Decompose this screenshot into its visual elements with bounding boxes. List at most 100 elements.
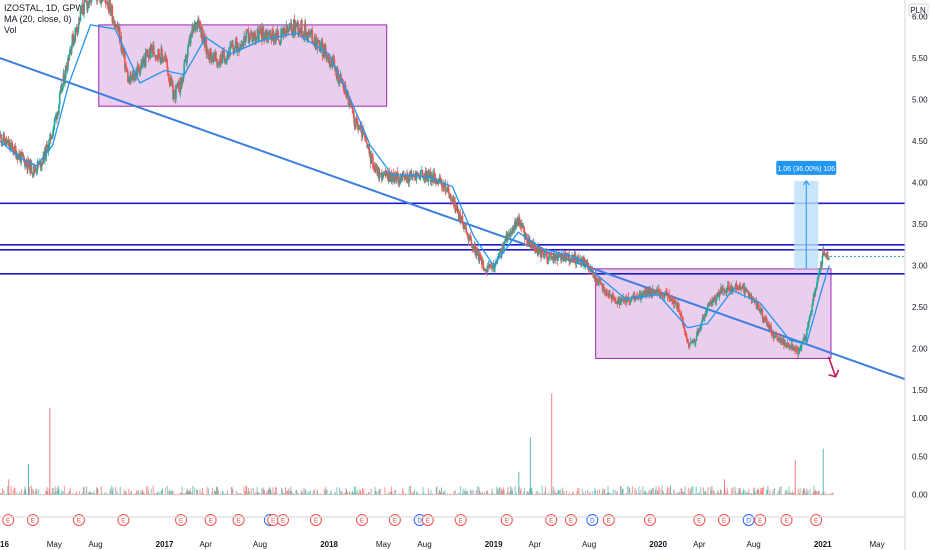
volume-bar bbox=[641, 493, 643, 495]
candle-body bbox=[3, 134, 6, 142]
candle-body bbox=[355, 117, 358, 119]
volume-bar bbox=[489, 494, 491, 496]
candle-body bbox=[554, 259, 556, 261]
volume-bar bbox=[434, 494, 436, 496]
volume-bar bbox=[379, 489, 381, 495]
volume-bar bbox=[706, 492, 708, 495]
candle-body bbox=[452, 196, 455, 206]
candle-body bbox=[726, 289, 728, 293]
volume-bar bbox=[289, 490, 291, 495]
volume-bar bbox=[67, 494, 69, 495]
candle-body bbox=[247, 31, 250, 43]
candle-body bbox=[31, 172, 34, 174]
volume-bar bbox=[547, 494, 549, 496]
candle-body bbox=[109, 0, 111, 14]
volume-bar bbox=[373, 494, 375, 495]
candle-body bbox=[700, 325, 702, 328]
symbol-legend[interactable]: IZOSTAL, 1D, GPW bbox=[4, 3, 84, 13]
volume-bar bbox=[149, 494, 151, 496]
candle-body bbox=[312, 41, 314, 43]
volume-bar bbox=[5, 493, 7, 495]
candle-body bbox=[722, 288, 724, 290]
volume-bar bbox=[538, 494, 540, 496]
volume-bar bbox=[323, 494, 325, 496]
time-tick-label: 2021 bbox=[814, 540, 832, 549]
volume-bar bbox=[427, 494, 429, 495]
volume-bar bbox=[764, 494, 766, 496]
volume-bar bbox=[157, 494, 159, 495]
candle-body bbox=[83, 0, 85, 14]
volume-bar bbox=[325, 487, 327, 495]
volume-bar bbox=[554, 492, 556, 495]
candle-body bbox=[277, 30, 279, 40]
candle-body bbox=[147, 53, 149, 57]
volume-bar bbox=[524, 493, 526, 495]
candle-body bbox=[402, 172, 405, 175]
candle-body bbox=[77, 24, 80, 33]
volume-bar bbox=[188, 490, 190, 495]
candle-body bbox=[41, 162, 43, 166]
candle-body bbox=[498, 252, 501, 254]
volume-bar bbox=[468, 494, 470, 496]
candle-body bbox=[800, 347, 802, 350]
volume-bar bbox=[795, 494, 797, 496]
volume-bar bbox=[762, 486, 764, 495]
rectangle-drawings[interactable] bbox=[98, 24, 832, 359]
volume-bar bbox=[671, 493, 673, 495]
volume-bar bbox=[743, 488, 745, 495]
volume-bar bbox=[185, 492, 187, 495]
volume-bar bbox=[462, 488, 464, 495]
volume-bar bbox=[93, 490, 95, 495]
volume-bar bbox=[175, 494, 177, 496]
volume-bar bbox=[698, 494, 700, 495]
volume-bar bbox=[623, 494, 625, 496]
volume-bar bbox=[419, 494, 421, 496]
volume-bar bbox=[381, 494, 383, 496]
volume-bar bbox=[398, 493, 400, 495]
time-tick-label: 2018 bbox=[320, 540, 338, 549]
candle-body bbox=[612, 294, 614, 296]
volume-bar bbox=[129, 494, 131, 496]
volume-bar bbox=[390, 486, 392, 495]
candle-body bbox=[205, 39, 208, 54]
down-arrow-drawing[interactable] bbox=[827, 356, 840, 378]
candle-body bbox=[466, 232, 468, 234]
volume-bar bbox=[19, 494, 21, 495]
volume-bar bbox=[601, 492, 603, 495]
candle-body bbox=[460, 221, 462, 223]
trendline-drawing[interactable] bbox=[0, 57, 906, 381]
candle-body bbox=[794, 348, 796, 350]
volume-legend[interactable]: Vol bbox=[4, 25, 17, 35]
candle-body bbox=[614, 298, 616, 302]
volume-bar bbox=[464, 488, 466, 495]
volume-bar bbox=[60, 494, 62, 495]
volume-bar bbox=[676, 492, 678, 495]
price-range-measure[interactable]: 1.06 (36.00%) 106 bbox=[776, 160, 837, 269]
volume-bar bbox=[14, 488, 16, 495]
volume-bar bbox=[279, 494, 281, 496]
volume-bar bbox=[381, 494, 383, 496]
volume-bar bbox=[136, 490, 138, 495]
volume-bar bbox=[410, 485, 412, 495]
volume-bar bbox=[589, 494, 591, 496]
horizontal-levels[interactable]: 3.753.253.192.903.11 bbox=[0, 198, 932, 279]
volume-bar bbox=[646, 492, 648, 495]
volume-bar bbox=[668, 493, 670, 495]
volume-bar bbox=[631, 493, 633, 495]
ma-legend[interactable]: MA (20, close, 0) bbox=[4, 14, 72, 24]
volume-bar bbox=[37, 494, 39, 496]
volume-bar bbox=[604, 489, 606, 495]
volume-bar bbox=[776, 494, 778, 496]
volume-bar bbox=[446, 493, 448, 495]
volume-bar bbox=[465, 493, 467, 495]
volume-bar bbox=[44, 494, 46, 496]
volume-bar bbox=[395, 494, 397, 496]
volume-bar bbox=[525, 494, 527, 495]
candle-body bbox=[237, 46, 239, 49]
volume-bar bbox=[738, 487, 740, 495]
candle-body bbox=[462, 223, 465, 229]
volume-spike bbox=[794, 460, 796, 495]
volume-bar bbox=[475, 490, 477, 495]
volume-bar bbox=[12, 490, 14, 495]
